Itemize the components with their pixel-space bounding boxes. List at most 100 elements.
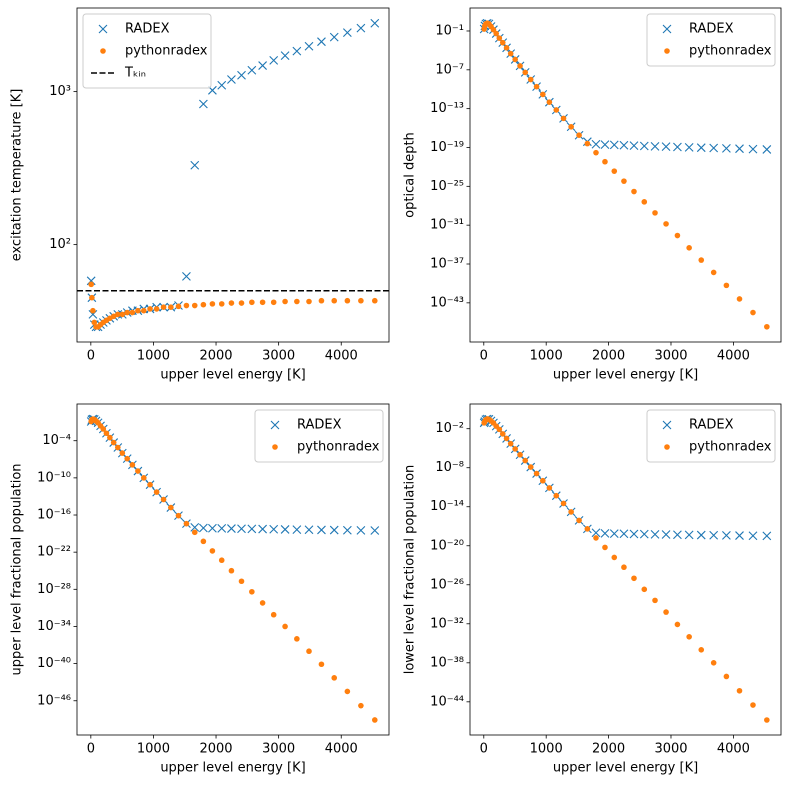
data-point — [190, 523, 200, 532]
data-point — [140, 475, 147, 481]
x-tick-label: 1000 — [530, 742, 563, 757]
data-point — [217, 80, 227, 90]
data-point — [175, 512, 182, 519]
x-axis-label: upper level energy [K] — [160, 761, 305, 776]
data-point — [621, 564, 627, 571]
y-tick-label: 10⁻¹ — [435, 23, 464, 38]
data-point — [512, 446, 518, 452]
data-point — [674, 232, 681, 239]
x-tick-label: 1000 — [137, 742, 170, 757]
data-point — [218, 301, 225, 307]
data-point — [609, 140, 619, 150]
y-axis-label: optical depth — [403, 132, 418, 218]
data-point — [527, 76, 534, 83]
legend-marker — [100, 48, 106, 54]
data-point — [696, 143, 706, 153]
data-point — [249, 299, 255, 306]
data-point — [522, 457, 529, 464]
y-tick-label: 10⁻³⁴ — [37, 619, 71, 634]
data-point — [641, 586, 648, 593]
legend: RADEX pythonradex — [646, 409, 776, 463]
data-point — [88, 281, 94, 288]
data-point — [318, 297, 325, 304]
legend-box — [646, 13, 776, 67]
legend-marker — [662, 24, 672, 34]
data-point — [710, 269, 717, 276]
series — [88, 416, 378, 723]
data-point — [736, 296, 743, 302]
data-point — [674, 621, 681, 628]
data-point — [270, 299, 277, 306]
data-point — [764, 323, 770, 330]
data-point — [282, 623, 288, 630]
data-point — [270, 611, 277, 618]
data-point — [663, 221, 669, 227]
y-axis-label: excitation temperature [K] — [10, 89, 25, 262]
data-point — [631, 575, 637, 582]
data-point — [228, 567, 235, 574]
data-point — [546, 485, 553, 491]
data-point — [147, 481, 153, 488]
data-point — [722, 144, 731, 153]
y-tick-label: 10⁻²⁰ — [430, 538, 464, 553]
data-point — [736, 687, 743, 694]
data-point — [147, 306, 153, 312]
data-point — [609, 529, 619, 538]
data-point — [584, 526, 591, 532]
data-point — [306, 648, 312, 655]
y-tick-label: 10⁻²⁸ — [37, 582, 71, 597]
data-point — [503, 45, 510, 51]
data-point — [304, 41, 314, 51]
y-tick-label: 10⁻⁷ — [435, 62, 464, 77]
x-axis-label: upper level energy [K] — [160, 368, 305, 383]
data-point — [686, 633, 692, 640]
data-point — [329, 525, 339, 535]
y-tick-label: 10⁻²⁶ — [430, 577, 464, 592]
plot-frame — [76, 403, 390, 736]
data-point — [631, 188, 637, 195]
y-tick-label: 10³ — [49, 84, 71, 99]
data-point — [686, 245, 692, 251]
data-point — [568, 509, 574, 515]
data-point — [280, 51, 290, 60]
data-point — [344, 688, 351, 695]
data-point — [227, 75, 236, 84]
data-point — [228, 300, 235, 306]
legend-label: RADEX — [125, 22, 170, 37]
data-point — [238, 578, 245, 585]
data-point — [331, 297, 338, 304]
data-point — [593, 149, 599, 156]
data-point — [709, 143, 719, 153]
data-point — [183, 302, 190, 309]
data-point — [684, 142, 694, 152]
data-point — [371, 717, 378, 723]
legend-label: pythonradex — [689, 44, 772, 59]
data-point — [619, 140, 629, 150]
data-point — [304, 525, 314, 535]
data-point — [199, 523, 208, 533]
x-tick-label: 4000 — [717, 349, 750, 364]
legend: RADEX pythonradex — [254, 409, 384, 463]
legend-marker — [270, 420, 280, 430]
axes: 0 1000 2000 3000 4000 10² 10³ upper level energ… — [10, 7, 390, 383]
data-point — [124, 455, 131, 462]
x-tick-label: 0 — [87, 349, 95, 364]
data-point — [663, 609, 669, 615]
data-point — [735, 531, 744, 540]
x-tick-label: 0 — [87, 742, 95, 757]
data-point — [584, 140, 591, 147]
data-point — [748, 144, 758, 154]
data-point — [750, 309, 756, 316]
data-point — [593, 535, 599, 541]
legend-label: Tₖᵢₙ — [124, 66, 146, 81]
data-point — [259, 299, 266, 306]
x-tick-label: 3000 — [654, 742, 687, 757]
data-point — [107, 434, 113, 441]
data-point — [698, 257, 705, 263]
data-point — [371, 297, 378, 304]
data-point — [140, 307, 147, 314]
legend-label: RADEX — [689, 22, 734, 37]
data-point — [209, 548, 216, 554]
data-point — [629, 529, 639, 539]
legend: RADEX pythonradex — [646, 13, 776, 67]
